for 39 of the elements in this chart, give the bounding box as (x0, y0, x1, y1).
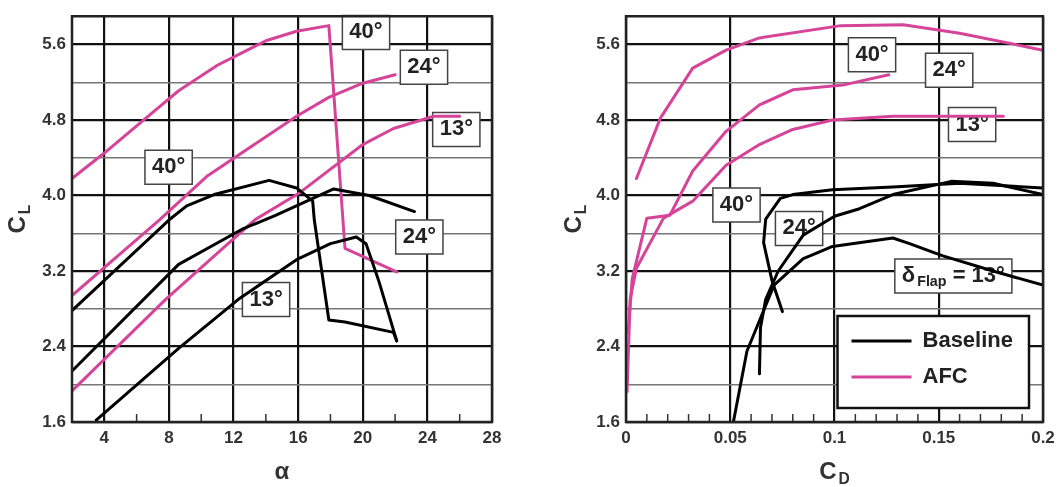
annotation: 40° (151, 153, 186, 179)
annotation: 24° (932, 56, 966, 82)
y-axis-title: CL (558, 204, 589, 234)
annotation: 13° (249, 285, 283, 311)
x-tick-label: 0.2 (1031, 427, 1055, 447)
x-tick-label: 12 (224, 427, 243, 447)
y-tick-label: 1.6 (596, 411, 620, 431)
annotation: 13° (439, 115, 473, 141)
annotation: 40° (855, 40, 889, 66)
y-tick-label: 4.0 (42, 185, 66, 205)
x-tick-label: 20 (353, 427, 373, 447)
legend-label: Baseline (922, 327, 1014, 353)
x-tick-label: 8 (164, 427, 174, 447)
x-tick-label: 0.05 (713, 427, 747, 447)
x-tick-label: 28 (482, 427, 502, 447)
annotation: 40° (349, 18, 383, 44)
x-axis-title: α (274, 456, 290, 484)
annotation: 40° (719, 190, 754, 216)
x-tick-label: 4 (99, 427, 110, 447)
y-tick-label: 2.4 (42, 336, 67, 356)
y-tick-label: 5.6 (42, 34, 66, 54)
x-tick-label: 0.15 (922, 427, 956, 447)
y-tick-label: 4.0 (596, 185, 620, 205)
x-tick-label: 16 (288, 427, 308, 447)
annotation: 24° (402, 223, 436, 249)
y-axis-title: CL (2, 204, 33, 234)
y-tick-label: 3.2 (42, 260, 66, 280)
x-tick-label: 0 (621, 427, 631, 447)
y-tick-label: 2.4 (596, 336, 621, 356)
annotation: 24° (782, 214, 816, 240)
y-tick-label: 1.6 (42, 411, 66, 431)
y-tick-label: 4.8 (42, 109, 66, 129)
annotation: 24° (407, 53, 441, 79)
x-tick-label: 24 (417, 427, 438, 447)
legend-label: AFC (922, 363, 968, 389)
x-tick-label: 0.1 (822, 427, 847, 447)
y-tick-label: 3.2 (596, 260, 620, 280)
y-tick-label: 5.6 (596, 34, 620, 54)
y-tick-label: 4.8 (596, 109, 620, 129)
